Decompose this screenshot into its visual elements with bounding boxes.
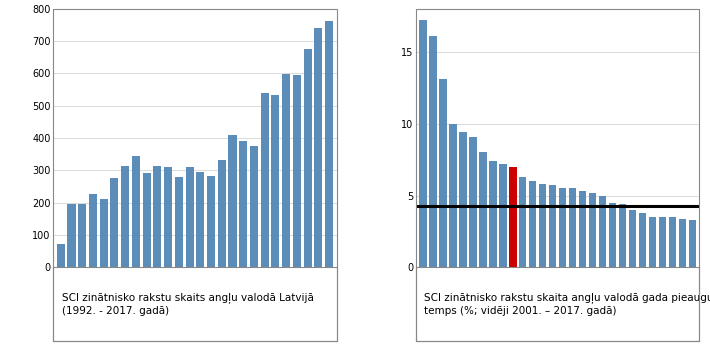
Bar: [111, 178, 119, 267]
Bar: [293, 75, 301, 267]
Bar: [579, 191, 586, 267]
Bar: [519, 177, 527, 267]
Bar: [229, 135, 236, 267]
Bar: [153, 166, 161, 267]
Bar: [449, 124, 457, 267]
Bar: [439, 79, 447, 267]
Bar: [185, 167, 194, 267]
Bar: [164, 167, 172, 267]
Bar: [569, 188, 577, 267]
Bar: [239, 141, 247, 267]
Bar: [489, 161, 496, 267]
Bar: [679, 218, 686, 267]
Text: SCI zinātnisko rakstu skaita angļu valodā gada pieauguma
temps (%; vidēji 2001. : SCI zinātnisko rakstu skaita angļu valod…: [425, 292, 710, 316]
Bar: [559, 188, 567, 267]
Bar: [639, 213, 646, 267]
Bar: [689, 220, 696, 267]
Bar: [659, 217, 666, 267]
Text: SCI zinātnisko rakstu skaits angļu valodā Latvijā
(1992. - 2017. gadā): SCI zinātnisko rakstu skaits angļu valod…: [62, 292, 314, 316]
Bar: [143, 173, 151, 267]
Bar: [459, 132, 466, 267]
Bar: [282, 74, 290, 267]
Bar: [469, 136, 476, 267]
Bar: [325, 21, 333, 267]
Bar: [315, 28, 322, 267]
Bar: [89, 194, 97, 267]
Bar: [218, 160, 226, 267]
Bar: [78, 204, 86, 267]
Bar: [261, 93, 268, 267]
Bar: [509, 167, 516, 267]
Bar: [121, 166, 129, 267]
Bar: [207, 176, 215, 267]
Bar: [419, 20, 427, 267]
Bar: [250, 146, 258, 267]
Bar: [549, 186, 557, 267]
Bar: [669, 217, 676, 267]
Bar: [99, 199, 108, 267]
Bar: [529, 181, 537, 267]
Bar: [619, 204, 626, 267]
Bar: [599, 196, 606, 267]
Bar: [429, 36, 437, 267]
Bar: [649, 217, 656, 267]
Bar: [196, 172, 204, 267]
Bar: [589, 193, 596, 267]
Bar: [499, 164, 506, 267]
Bar: [67, 204, 75, 267]
Bar: [132, 156, 140, 267]
Bar: [479, 152, 486, 267]
Bar: [57, 244, 65, 267]
Bar: [271, 95, 280, 267]
Bar: [629, 210, 636, 267]
Bar: [175, 177, 183, 267]
Bar: [304, 49, 312, 267]
Bar: [608, 203, 616, 267]
Bar: [539, 184, 547, 267]
